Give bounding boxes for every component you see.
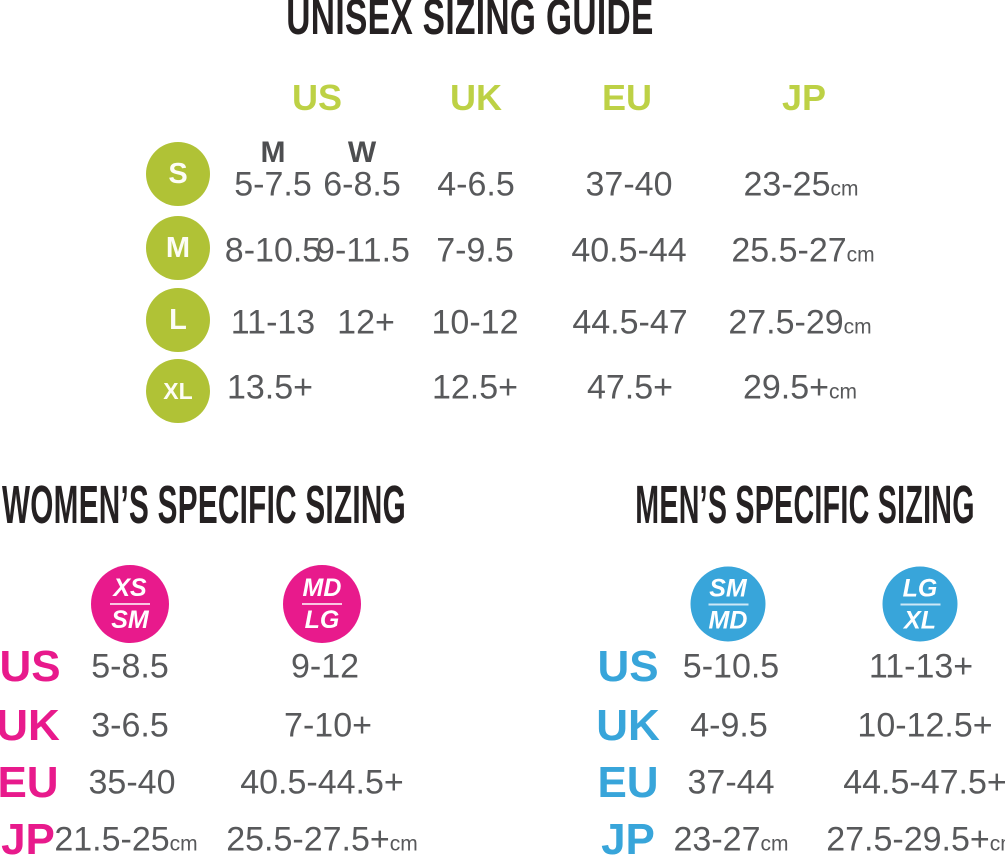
mens-size-badge-sm-md: SM MD <box>690 566 766 642</box>
womens-title: WOMEN’S SPECIFIC SIZING <box>2 475 407 535</box>
womens-row-label-eu: EU <box>0 758 59 807</box>
unit-cm: cm <box>989 832 1005 856</box>
unisex-m-us-men: 8-10.5 <box>224 231 322 270</box>
unisex-size-badge-l: L <box>146 288 210 352</box>
mens-jp-c2: 27.5-29.5+cm <box>826 821 1005 857</box>
unisex-m-jp: 25.5-27cm <box>731 231 875 270</box>
unisex-l-eu: 44.5-47 <box>572 303 688 342</box>
mens-jp-c1: 23-27cm <box>673 820 789 857</box>
mens-uk-c1: 4-9.5 <box>690 706 768 745</box>
unisex-m-uk: 7-9.5 <box>436 231 514 270</box>
mens-eu-c2: 44.5-47.5+ <box>843 763 1005 802</box>
womens-eu-c2: 40.5-44.5+ <box>240 763 404 802</box>
unit-cm: cm <box>846 243 875 267</box>
divider-line <box>708 603 748 605</box>
unit-cm: cm <box>389 832 418 856</box>
unisex-col-header-eu: EU <box>601 77 653 118</box>
divider-line <box>900 603 940 605</box>
womens-us-c2: 9-12 <box>290 647 360 686</box>
unisex-col-header-jp: JP <box>781 77 827 118</box>
womens-row-label-us: US <box>0 642 61 691</box>
womens-jp-c2: 25.5-27.5+cm <box>226 820 418 857</box>
unit-cm: cm <box>760 832 789 856</box>
unisex-s-jp: 23-25cm <box>743 165 859 204</box>
unisex-l-jp: 27.5-29cm <box>728 303 872 342</box>
womens-size-badge-xs-sm: XS SM <box>91 565 169 643</box>
mens-title: MEN’S SPECIFIC SIZING <box>635 475 975 535</box>
divider-line <box>302 603 342 605</box>
unit-cm: cm <box>169 832 198 856</box>
womens-us-c1: 5-8.5 <box>91 647 169 686</box>
unisex-m-us-women: 9-11.5 <box>316 231 410 270</box>
unisex-xl-uk: 12.5+ <box>431 368 519 407</box>
unit-cm: cm <box>830 177 859 201</box>
unisex-s-us-men: 5-7.5 <box>234 165 312 204</box>
unisex-size-badge-xl: XL <box>146 359 210 423</box>
mens-row-label-eu: EU <box>597 758 659 807</box>
mens-size-badge-lg-xl: LG XL <box>882 566 958 642</box>
mens-us-c2: 11-13+ <box>868 647 974 686</box>
unisex-subheader-women: W <box>347 136 377 169</box>
mens-row-label-uk: UK <box>596 701 660 750</box>
unisex-title: UNISEX SIZING GUIDE <box>286 0 654 45</box>
mens-eu-c1: 37-44 <box>687 763 775 802</box>
unisex-l-us-women: 12+ <box>337 303 395 342</box>
womens-eu-c1: 35-40 <box>88 763 176 802</box>
womens-jp-c1: 21.5-25cm <box>54 820 198 857</box>
unit-cm: cm <box>829 380 858 404</box>
unisex-col-header-us: US <box>291 77 343 118</box>
unisex-size-badge-s: S <box>146 142 210 206</box>
unisex-s-uk: 4-6.5 <box>437 165 515 204</box>
mens-us-c1: 5-10.5 <box>682 647 780 686</box>
womens-uk-c1: 3-6.5 <box>91 706 169 745</box>
unisex-col-header-uk: UK <box>450 77 502 118</box>
unisex-xl-eu: 47.5+ <box>586 368 674 407</box>
unisex-xl-jp: 29.5+cm <box>742 368 858 407</box>
unisex-l-uk: 10-12 <box>431 303 519 342</box>
womens-size-badge-md-lg: MD LG <box>283 565 361 643</box>
unisex-l-us-men: 11-13 <box>230 303 316 342</box>
divider-line <box>110 603 150 605</box>
mens-row-label-jp: JP <box>601 815 655 857</box>
unisex-xl-us-men: 13.5+ <box>226 368 314 407</box>
mens-uk-c2: 10-12.5+ <box>857 706 993 745</box>
womens-row-label-uk: UK <box>0 701 60 750</box>
womens-uk-c2: 7-10+ <box>284 706 372 745</box>
unit-cm: cm <box>843 315 872 339</box>
unisex-m-eu: 40.5-44 <box>571 231 687 270</box>
womens-row-label-jp: JP <box>1 815 55 857</box>
unisex-s-eu: 37-40 <box>585 165 673 204</box>
unisex-subheader-men: M <box>260 136 286 169</box>
mens-row-label-us: US <box>597 642 659 691</box>
unisex-size-badge-m: M <box>146 216 210 280</box>
unisex-s-us-women: 6-8.5 <box>323 165 401 204</box>
